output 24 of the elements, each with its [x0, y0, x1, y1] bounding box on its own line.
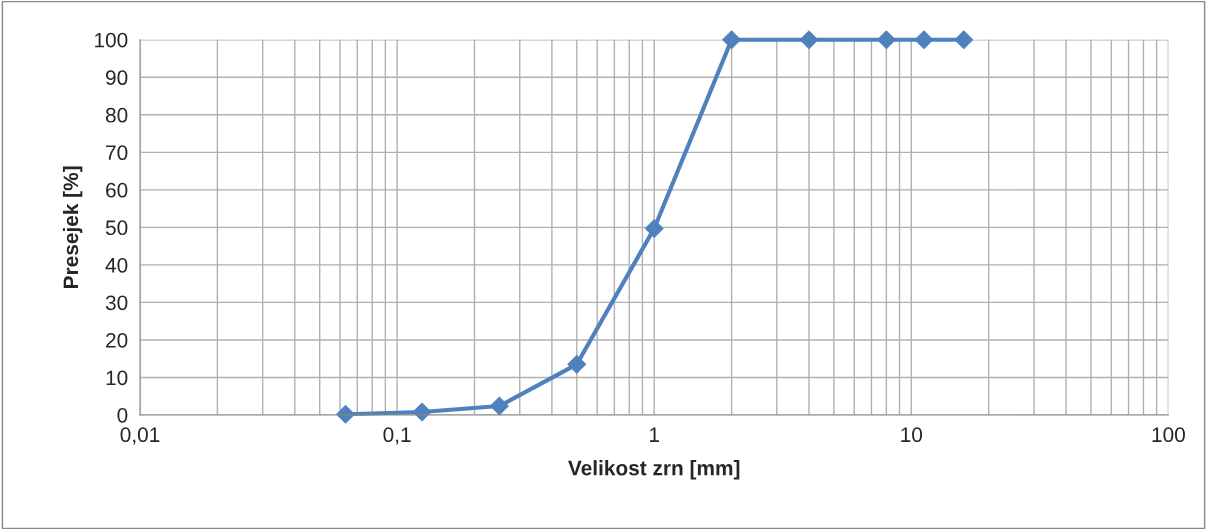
- y-tick-label: 90: [106, 70, 128, 86]
- point: [490, 396, 509, 416]
- y-tick-label: 0: [117, 407, 128, 423]
- point: [799, 30, 819, 50]
- point: [877, 30, 896, 50]
- y-tick-label: 10: [106, 370, 128, 386]
- x-axis-title: Velikost zrn [mm]: [568, 460, 740, 480]
- y-tick-label: 100: [95, 32, 128, 48]
- x-tick-label: 0,01: [120, 427, 160, 445]
- y-tick-label: 80: [105, 107, 128, 123]
- y-tick-label: 70: [106, 145, 128, 161]
- x-tick-label: 10: [901, 427, 923, 443]
- y-tick-label: 60: [106, 182, 128, 198]
- point: [722, 30, 741, 50]
- y-axis-title: Presejek [%]: [62, 166, 83, 288]
- y-tick-label: 30: [105, 295, 128, 311]
- point: [567, 354, 587, 374]
- point: [644, 219, 664, 238]
- x-tick-label: 1: [649, 427, 659, 442]
- x-tick-label: 0,1: [383, 427, 411, 445]
- y-tick-label: 20: [106, 332, 128, 348]
- y-tick-label: 40: [105, 257, 128, 273]
- y-tick-label: 50: [105, 220, 128, 236]
- x-tick-label: 100: [1152, 427, 1185, 443]
